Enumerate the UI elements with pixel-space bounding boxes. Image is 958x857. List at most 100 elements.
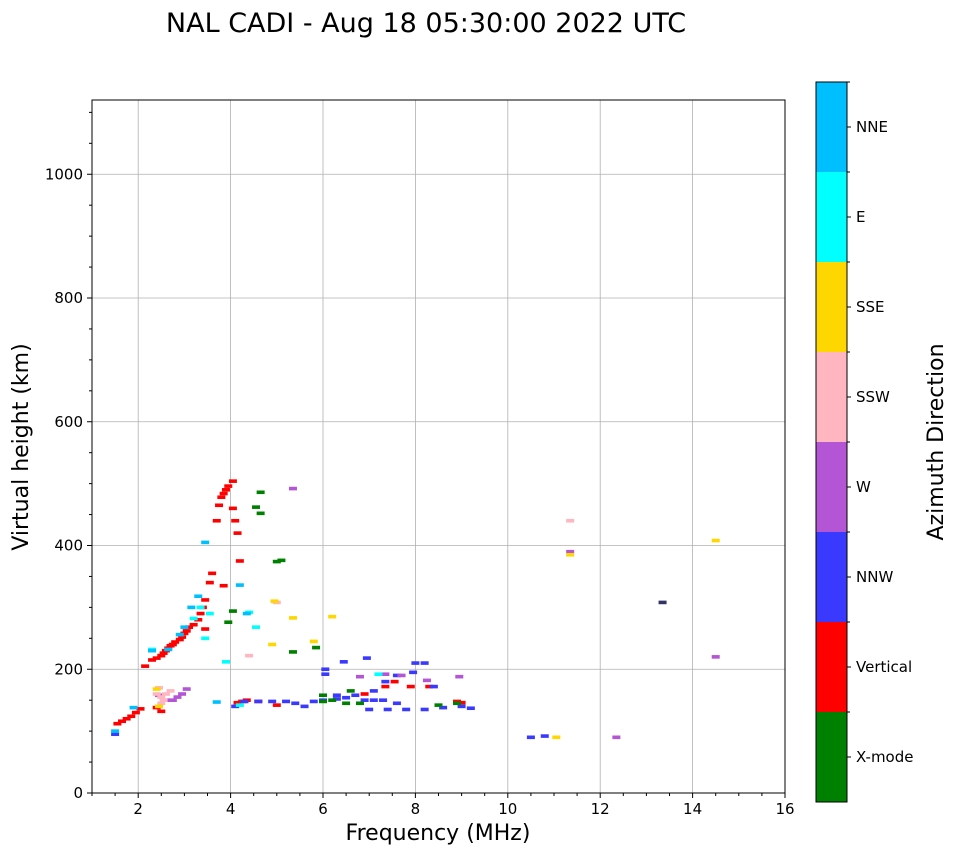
echo-point-vertical <box>122 716 131 721</box>
y-tick-label: 200 <box>54 660 83 678</box>
echo-point-x-mode <box>346 689 355 693</box>
echo-point-nnw <box>254 699 263 704</box>
echo-point-vertical <box>228 506 237 511</box>
echo-point-w <box>711 655 720 659</box>
echo-point-e <box>205 611 214 616</box>
x-tick-label: 6 <box>318 800 328 818</box>
colorbar-frame <box>815 81 848 803</box>
echo-point-vertical <box>381 684 390 689</box>
echo-point-vertical <box>127 714 136 719</box>
echo-point-e <box>221 660 230 664</box>
echo-point-nnw <box>332 697 341 701</box>
echo-point-nnw <box>291 701 300 706</box>
colorbar-label-item: W <box>856 478 871 496</box>
echo-point-sse <box>268 642 277 647</box>
echo-point-nnw <box>402 707 411 712</box>
colorbar-label-item: SSE <box>856 298 885 316</box>
echo-point-x-mode <box>252 505 261 509</box>
echo-point-sse <box>288 616 297 620</box>
colorbar-segment <box>816 442 847 532</box>
colorbar-label-item: NNE <box>856 118 888 136</box>
echo-point-vertical <box>152 656 161 660</box>
echo-point-nne <box>201 540 210 545</box>
echo-point-vertical <box>219 491 228 496</box>
echo-point-nne <box>212 700 221 704</box>
echo-point-nnw <box>362 656 371 660</box>
echo-point-nne <box>148 648 157 653</box>
echo-point-vertical <box>215 503 224 508</box>
echo-point-vertical <box>360 692 369 696</box>
echo-point-w <box>455 674 464 679</box>
echo-point-sse <box>328 614 337 619</box>
x-tick-label: 16 <box>775 800 794 818</box>
echo-point-sse <box>154 704 163 709</box>
echo-point-x-mode <box>288 650 297 654</box>
echo-point-nnw <box>282 699 291 704</box>
y-tick-label: 1000 <box>45 165 83 183</box>
x-tick-label: 2 <box>133 800 143 818</box>
echo-point-ssw <box>159 698 168 702</box>
echo-point-nne <box>164 647 173 652</box>
y-tick-label: 400 <box>54 537 83 555</box>
colorbar-segment <box>816 622 847 712</box>
echo-point-sse <box>309 639 318 644</box>
echo-point-nnw <box>111 732 120 737</box>
echo-point-vertical <box>212 518 221 523</box>
y-axis-ticks: 0 200 400 600 800 1000 <box>45 111 92 802</box>
echo-point-vertical <box>219 583 228 588</box>
echo-point-vertical <box>272 703 281 707</box>
colorbar-label-item: NNW <box>856 568 893 586</box>
echo-point-vertical <box>131 710 140 715</box>
echo-point-w <box>381 672 390 676</box>
echo-point-nnw <box>351 693 360 698</box>
echo-point-vertical <box>180 631 189 636</box>
y-tick-label: 800 <box>54 289 83 307</box>
echo-point-vertical <box>201 598 210 602</box>
echo-point-sse <box>552 735 561 740</box>
colorbar-segment <box>816 172 847 262</box>
echo-point-x-mode <box>256 511 265 516</box>
x-tick-label: 12 <box>591 800 610 818</box>
echo-point-vertical <box>228 479 237 483</box>
echo-point-other <box>658 600 667 605</box>
echo-point-nnw <box>369 689 378 693</box>
echo-point-ssw <box>152 692 161 696</box>
echo-point-x-mode <box>256 490 265 495</box>
echo-point-ssw <box>157 701 166 706</box>
echo-point-sse <box>566 552 575 557</box>
y-axis-label: Virtual height (km) <box>9 343 34 550</box>
echo-point-nnw <box>332 693 341 698</box>
echo-point-w <box>566 549 575 554</box>
echo-point-vertical <box>171 640 180 644</box>
grid-lines <box>92 100 785 793</box>
echo-point-vertical <box>141 664 150 668</box>
echo-point-vertical <box>208 571 217 576</box>
echo-point-w <box>355 674 364 679</box>
echo-point-e <box>189 616 198 621</box>
echo-point-x-mode <box>452 701 461 706</box>
echo-point-vertical <box>235 559 244 563</box>
echo-point-sse <box>711 538 720 543</box>
echo-point-nne <box>129 705 138 710</box>
echo-point-ssw <box>161 692 170 696</box>
echo-point-nnw <box>309 699 318 704</box>
echo-point-vertical <box>168 642 177 647</box>
echo-point-x-mode <box>224 620 233 625</box>
echo-point-ssw <box>157 695 166 699</box>
echo-point-w <box>182 687 191 691</box>
echo-point-nnw <box>268 699 277 704</box>
echo-point-vertical <box>118 719 127 724</box>
echo-point-vertical <box>157 709 166 714</box>
x-axis-ticks: 2 4 6 8 10 12 14 16 <box>91 793 795 818</box>
echo-point-x-mode <box>319 699 327 704</box>
echo-point-vertical <box>189 622 198 627</box>
echo-point-nnw <box>420 661 429 665</box>
colorbar: X-mode Vertical NNW W SSW SSE E NNE <box>815 81 913 803</box>
echo-point-vertical <box>201 627 210 631</box>
echo-point-vertical <box>457 700 466 705</box>
echo-point-w <box>178 692 187 696</box>
echo-point-x-mode <box>312 645 321 650</box>
echo-point-w <box>173 695 182 699</box>
echo-point-e <box>196 605 205 610</box>
